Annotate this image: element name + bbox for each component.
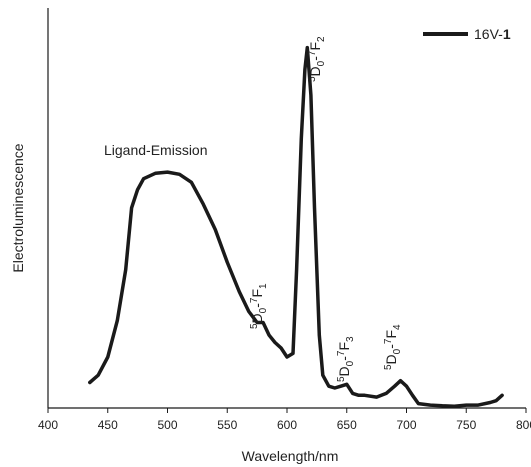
legend: 16V-1 <box>423 26 511 42</box>
legend-prefix: 16V- <box>474 26 503 42</box>
annotation-5d0-7f1: 5D0-7F1 <box>249 283 269 329</box>
x-tick-label: 600 <box>277 418 297 432</box>
x-axis-ticks: 400 450 500 550 600 650 700 750 800 <box>38 408 531 432</box>
y-axis-title: Electroluminescence <box>10 143 26 272</box>
legend-bold: 1 <box>503 26 511 42</box>
annotation-5d0-7f3: 5D0-7F3 <box>336 336 356 382</box>
svg-text:5D0-7F3: 5D0-7F3 <box>336 336 356 382</box>
x-tick-label: 400 <box>38 418 58 432</box>
x-tick-label: 800 <box>516 418 531 432</box>
annotation-ligand-emission: Ligand-Emission <box>104 142 208 158</box>
legend-label: 16V-1 <box>474 26 511 42</box>
x-tick-label: 450 <box>98 418 118 432</box>
x-tick-label: 700 <box>396 418 416 432</box>
x-tick-label: 550 <box>217 418 237 432</box>
annotation-5d0-7f4: 5D0-7F4 <box>383 324 403 370</box>
svg-text:5D0-7F1: 5D0-7F1 <box>249 283 269 329</box>
svg-text:5D0-7F2: 5D0-7F2 <box>307 36 327 82</box>
series-layer <box>88 45 504 408</box>
series-line-0 <box>88 45 504 408</box>
plot-frame <box>47 8 526 409</box>
annotation-5d0-7f2: 5D0-7F2 <box>307 36 327 82</box>
svg-text:5D0-7F4: 5D0-7F4 <box>383 324 403 370</box>
x-tick-label: 650 <box>337 418 357 432</box>
x-tick-label: 500 <box>157 418 177 432</box>
x-tick-label: 750 <box>456 418 476 432</box>
x-axis-title: Wavelength/nm <box>242 448 339 464</box>
